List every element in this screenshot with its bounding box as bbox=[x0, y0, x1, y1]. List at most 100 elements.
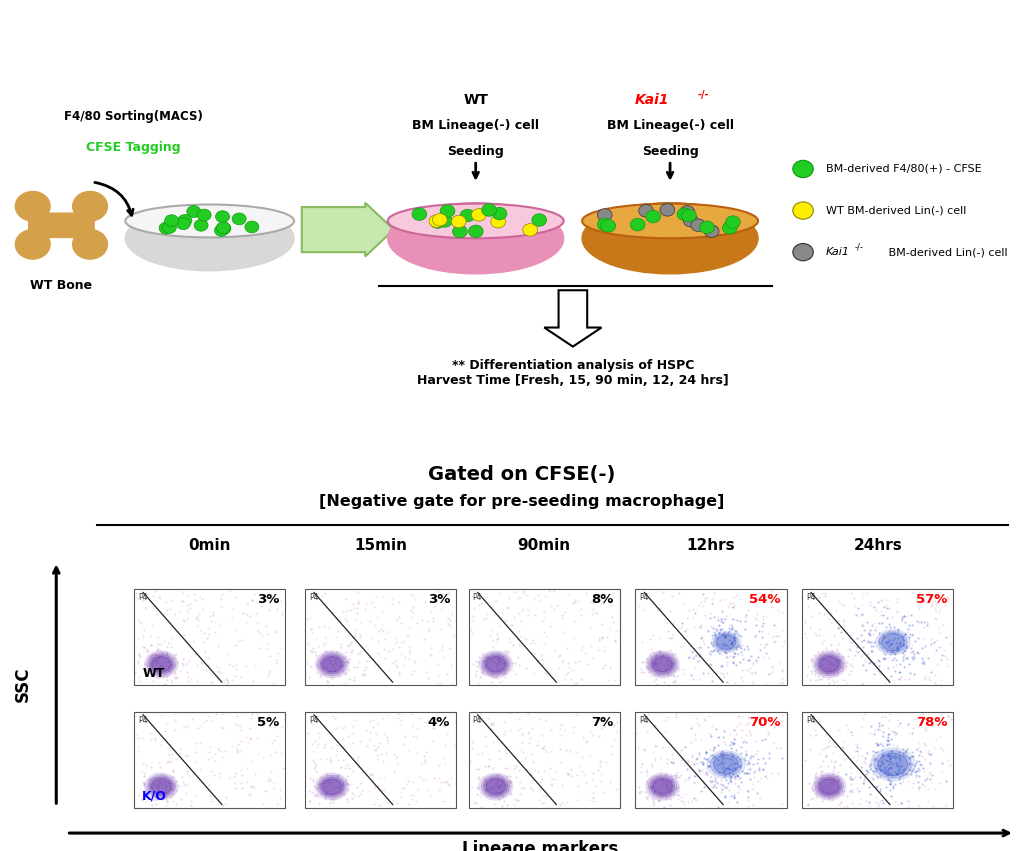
Ellipse shape bbox=[819, 657, 839, 672]
Circle shape bbox=[492, 208, 506, 220]
FancyBboxPatch shape bbox=[469, 711, 620, 808]
Circle shape bbox=[677, 208, 692, 220]
Circle shape bbox=[722, 221, 738, 234]
Circle shape bbox=[452, 226, 468, 237]
Text: 24hrs: 24hrs bbox=[853, 538, 902, 552]
Circle shape bbox=[232, 213, 247, 225]
Text: 12hrs: 12hrs bbox=[686, 538, 736, 552]
Ellipse shape bbox=[716, 635, 736, 649]
Ellipse shape bbox=[144, 651, 178, 677]
FancyBboxPatch shape bbox=[635, 711, 787, 808]
Ellipse shape bbox=[653, 657, 672, 672]
Circle shape bbox=[187, 206, 201, 218]
Text: CFSE Tagging: CFSE Tagging bbox=[86, 140, 180, 154]
Ellipse shape bbox=[484, 777, 507, 797]
Ellipse shape bbox=[320, 777, 344, 797]
Circle shape bbox=[523, 224, 537, 236]
Circle shape bbox=[630, 219, 646, 231]
Ellipse shape bbox=[871, 748, 916, 781]
Ellipse shape bbox=[322, 657, 342, 672]
Text: 78%: 78% bbox=[916, 716, 947, 728]
Ellipse shape bbox=[714, 755, 739, 774]
Ellipse shape bbox=[149, 654, 173, 674]
Text: Kai1: Kai1 bbox=[634, 93, 669, 106]
Text: [Negative gate for pre-seeding macrophage]: [Negative gate for pre-seeding macrophag… bbox=[319, 494, 724, 510]
Ellipse shape bbox=[651, 654, 674, 674]
Circle shape bbox=[597, 218, 612, 231]
Text: WT Bone: WT Bone bbox=[31, 279, 92, 293]
Ellipse shape bbox=[315, 651, 349, 677]
Ellipse shape bbox=[875, 751, 911, 779]
FancyBboxPatch shape bbox=[635, 589, 787, 685]
Text: P4: P4 bbox=[473, 593, 482, 603]
Text: K/O: K/O bbox=[142, 789, 167, 802]
Text: -/-: -/- bbox=[854, 243, 863, 251]
Circle shape bbox=[638, 204, 654, 217]
Circle shape bbox=[429, 215, 444, 227]
Text: P4: P4 bbox=[639, 716, 649, 724]
Ellipse shape bbox=[388, 203, 564, 238]
Circle shape bbox=[681, 209, 697, 222]
Circle shape bbox=[646, 210, 661, 223]
Ellipse shape bbox=[320, 654, 344, 674]
Ellipse shape bbox=[649, 653, 677, 676]
FancyBboxPatch shape bbox=[134, 711, 285, 808]
Ellipse shape bbox=[125, 206, 295, 271]
Circle shape bbox=[194, 220, 208, 231]
Text: 57%: 57% bbox=[916, 593, 947, 606]
Text: 54%: 54% bbox=[749, 593, 781, 606]
Ellipse shape bbox=[649, 775, 677, 798]
Ellipse shape bbox=[882, 633, 904, 651]
Ellipse shape bbox=[482, 775, 510, 798]
Circle shape bbox=[215, 225, 228, 237]
Ellipse shape bbox=[879, 631, 907, 653]
Ellipse shape bbox=[815, 775, 844, 798]
Ellipse shape bbox=[876, 630, 910, 654]
Ellipse shape bbox=[147, 653, 176, 676]
Circle shape bbox=[680, 206, 695, 218]
Circle shape bbox=[433, 214, 447, 226]
Text: BM Lineage(-) cell: BM Lineage(-) cell bbox=[607, 119, 733, 132]
Text: P4: P4 bbox=[309, 593, 318, 603]
FancyBboxPatch shape bbox=[134, 589, 285, 685]
Ellipse shape bbox=[151, 779, 171, 794]
Ellipse shape bbox=[582, 203, 758, 274]
Text: WT: WT bbox=[463, 93, 488, 106]
Ellipse shape bbox=[710, 752, 742, 776]
Text: BM-derived F4/80(+) - CFSE: BM-derived F4/80(+) - CFSE bbox=[826, 164, 981, 174]
Text: 7%: 7% bbox=[591, 716, 614, 728]
Text: P4: P4 bbox=[309, 716, 318, 724]
Ellipse shape bbox=[479, 773, 513, 800]
Ellipse shape bbox=[653, 779, 672, 794]
FancyBboxPatch shape bbox=[469, 589, 620, 685]
Circle shape bbox=[793, 160, 813, 178]
Text: Gated on CFSE(-): Gated on CFSE(-) bbox=[428, 465, 616, 483]
Ellipse shape bbox=[149, 777, 173, 797]
Ellipse shape bbox=[712, 631, 741, 653]
Ellipse shape bbox=[482, 653, 510, 676]
Text: F4/80 Sorting(MACS): F4/80 Sorting(MACS) bbox=[63, 111, 203, 123]
Ellipse shape bbox=[812, 773, 846, 800]
Text: WT BM-derived Lin(-) cell: WT BM-derived Lin(-) cell bbox=[826, 206, 966, 215]
Circle shape bbox=[793, 243, 813, 260]
Circle shape bbox=[451, 215, 466, 228]
Circle shape bbox=[793, 202, 813, 220]
Circle shape bbox=[178, 214, 192, 226]
Ellipse shape bbox=[484, 654, 507, 674]
Circle shape bbox=[176, 218, 190, 230]
Text: Seeding: Seeding bbox=[641, 146, 699, 158]
Ellipse shape bbox=[651, 777, 674, 797]
Ellipse shape bbox=[318, 775, 347, 798]
Circle shape bbox=[217, 222, 230, 234]
Text: P4: P4 bbox=[138, 716, 147, 724]
Circle shape bbox=[160, 222, 173, 234]
Ellipse shape bbox=[646, 773, 679, 800]
Text: 8%: 8% bbox=[591, 593, 614, 606]
Text: P4: P4 bbox=[806, 593, 815, 603]
Text: BM-derived Lin(-) cell: BM-derived Lin(-) cell bbox=[885, 247, 1008, 257]
Circle shape bbox=[691, 219, 706, 231]
Circle shape bbox=[601, 220, 616, 232]
Text: 4%: 4% bbox=[428, 716, 450, 728]
Ellipse shape bbox=[707, 751, 745, 779]
Circle shape bbox=[440, 205, 455, 217]
